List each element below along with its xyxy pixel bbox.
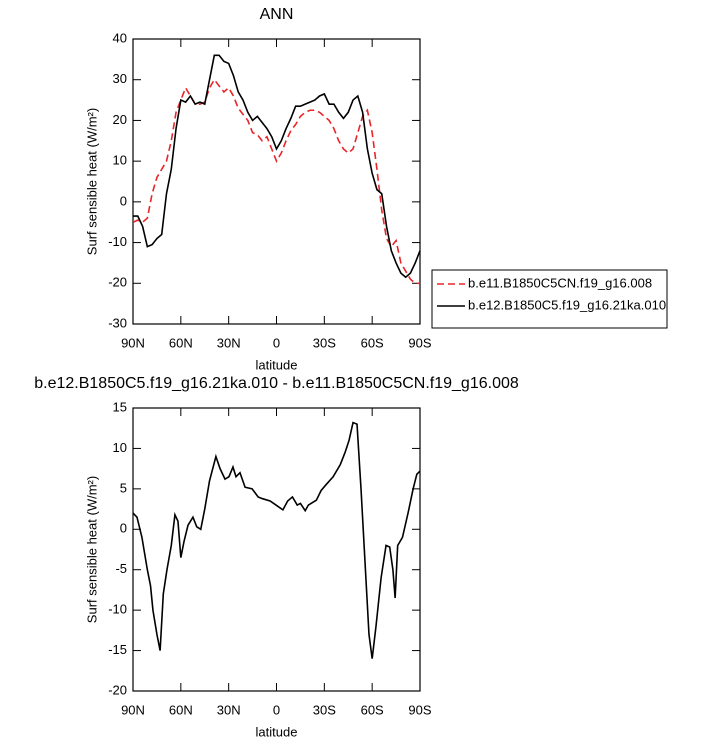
y-tick-label: 10 <box>113 153 127 168</box>
y-tick-label: -20 <box>108 275 127 290</box>
y-tick-label: 20 <box>113 112 127 127</box>
x-tick-label: 60S <box>361 335 384 350</box>
x-tick-label: 0 <box>273 702 280 717</box>
y-tick-label: 0 <box>120 193 127 208</box>
x-axis-label: latitude <box>256 357 298 372</box>
x-tick-label: 90S <box>408 702 431 717</box>
y-tick-label: -10 <box>108 234 127 249</box>
y-tick-label: 10 <box>113 440 127 455</box>
y-tick-label: 0 <box>120 521 127 536</box>
plot-frame <box>132 407 421 692</box>
x-tick-label: 30N <box>217 702 241 717</box>
x-tick-label: 0 <box>273 335 280 350</box>
y-tick-label: 40 <box>113 30 127 45</box>
y-tick-label: 30 <box>113 71 127 86</box>
y-tick-label: 15 <box>113 399 127 414</box>
series-line <box>132 421 421 659</box>
y-tick-label: -30 <box>108 315 127 330</box>
x-tick-label: 30N <box>217 335 241 350</box>
chart-title: b.e12.B1850C5.f19_g16.21ka.010 - b.e11.B… <box>34 375 519 392</box>
legend-label: b.e11.B1850C5CN.f19_g16.008 <box>468 275 652 290</box>
x-tick-label: 60N <box>169 702 193 717</box>
y-tick-label: -10 <box>108 602 127 617</box>
y-axis-label: Surf sensible heat (W/m²) <box>84 476 99 623</box>
x-tick-label: 30S <box>313 335 336 350</box>
y-tick-label: -5 <box>115 561 127 576</box>
x-tick-label: 90S <box>408 335 431 350</box>
y-axis-label: Surf sensible heat (W/m²) <box>84 108 99 255</box>
x-tick-label: 60N <box>169 335 193 350</box>
series-line <box>132 78 420 285</box>
legend-label: b.e12.B1850C5.f19_g16.21ka.010 <box>468 297 666 312</box>
x-tick-label: 60S <box>361 702 384 717</box>
y-tick-label: 5 <box>120 480 127 495</box>
legend-box <box>431 269 668 329</box>
y-tick-label: -15 <box>108 642 127 657</box>
chart-title: ANN <box>260 6 294 23</box>
y-tick-label: -20 <box>108 682 127 697</box>
x-tick-label: 30S <box>313 702 336 717</box>
plot-frame <box>132 38 421 325</box>
x-tick-label: 90N <box>121 702 145 717</box>
series-line <box>133 54 421 279</box>
x-tick-label: 90N <box>121 335 145 350</box>
x-axis-label: latitude <box>256 724 298 739</box>
